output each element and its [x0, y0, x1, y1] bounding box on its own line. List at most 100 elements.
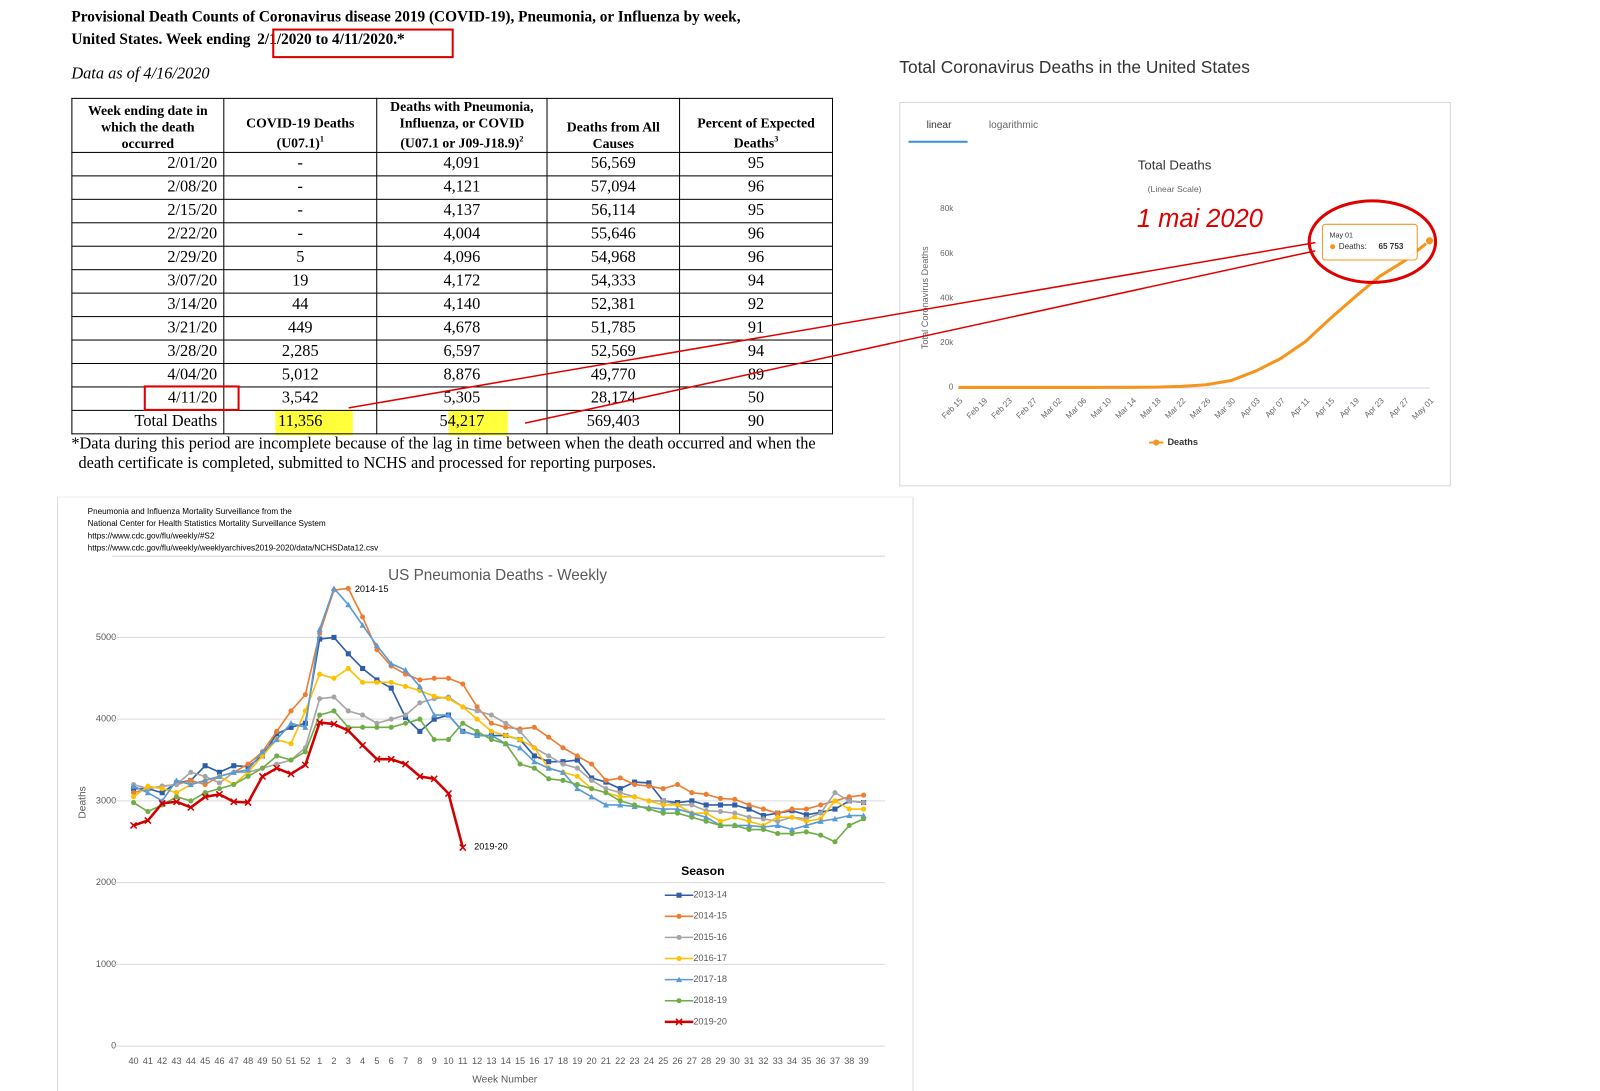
- marker: [158, 799, 166, 807]
- marker: [617, 798, 623, 804]
- table-cell: 8,876: [376, 362, 548, 387]
- x-tick-label: 41: [143, 1056, 153, 1066]
- marker: [216, 773, 223, 779]
- marker: [803, 806, 809, 812]
- marker: [431, 737, 437, 743]
- marker: [760, 826, 766, 833]
- marker: [503, 724, 509, 730]
- marker: [444, 789, 453, 798]
- red-arrow: [524, 250, 1316, 424]
- marker: [360, 724, 366, 730]
- x-tick-label: 40: [128, 1056, 138, 1066]
- chart-subtitle: (Linear Scale): [1148, 184, 1202, 194]
- marker: [646, 783, 652, 789]
- death-table: Week ending date in which the death occu…: [71, 97, 834, 434]
- marker: [474, 704, 480, 710]
- marker: [274, 753, 280, 759]
- table-cell: 4,121: [376, 174, 548, 200]
- header-row: Week ending date in which the death occu…: [71, 97, 834, 153]
- table-cell: 3/14/20: [71, 292, 225, 317]
- marker: [517, 728, 523, 734]
- title-dates: 2/1/2020 to 4/11/2020.*: [257, 31, 405, 48]
- marker: [417, 677, 423, 683]
- x-tick-label: 45: [200, 1056, 210, 1066]
- marker: [417, 700, 423, 706]
- marker: [274, 761, 280, 767]
- source-line: https://www.cdc.gov/flu/weekly/#S2: [88, 531, 215, 540]
- y-tick-label: 0: [111, 1041, 116, 1051]
- marker: [617, 794, 623, 800]
- marker: [832, 798, 838, 804]
- marker: [402, 667, 409, 673]
- marker: [374, 724, 380, 730]
- marker: [676, 913, 682, 919]
- marker: [345, 601, 352, 608]
- marker: [861, 799, 867, 806]
- marker: [202, 763, 208, 769]
- table-cell: 11,356: [223, 409, 378, 434]
- marker: [803, 822, 810, 828]
- marker: [545, 765, 552, 771]
- marker: [360, 679, 366, 685]
- x-tick-label: 44: [186, 1056, 196, 1066]
- y-tick-label: 5000: [96, 632, 116, 642]
- marker: [817, 818, 824, 824]
- table-cell: 569,403: [546, 409, 681, 434]
- marker: [717, 808, 724, 815]
- marker: [402, 720, 409, 726]
- marker: [517, 737, 523, 743]
- marker: [617, 786, 623, 792]
- table-cell: 96: [679, 174, 834, 200]
- marker: [746, 818, 752, 824]
- marker: [145, 783, 151, 789]
- marker: [546, 759, 552, 765]
- marker: [818, 810, 824, 816]
- marker: [846, 798, 852, 804]
- marker: [216, 769, 223, 775]
- marker: [760, 813, 766, 819]
- marker: [717, 818, 724, 824]
- marker: [574, 753, 580, 759]
- marker: [717, 802, 724, 808]
- marker: [331, 675, 337, 681]
- marker: [689, 802, 695, 808]
- marker: [531, 765, 537, 771]
- footnote: death certificate is completed, submitte…: [78, 454, 657, 473]
- x-tick-label: 26: [672, 1056, 682, 1066]
- marker: [317, 696, 323, 702]
- marker: [674, 806, 681, 812]
- table-cell: 55,646: [546, 221, 681, 247]
- marker: [302, 692, 308, 698]
- x-tick-label: 49: [257, 1056, 267, 1066]
- marker: [302, 749, 308, 755]
- marker: [746, 802, 752, 808]
- table-cell: 3/21/20: [71, 315, 225, 341]
- table-cell: -: [223, 151, 378, 176]
- table-row: 2/08/20-4,121 57,094 96: [71, 174, 834, 200]
- marker: [846, 806, 852, 812]
- marker: [560, 745, 566, 751]
- marker: [345, 651, 351, 657]
- marker: [416, 772, 424, 780]
- x-tick-label: 20: [587, 1056, 597, 1066]
- marker: [560, 777, 566, 784]
- marker: [774, 822, 781, 828]
- marker: [215, 790, 224, 798]
- marker: [632, 781, 638, 788]
- legend-label: 2015-16: [693, 932, 727, 942]
- annotation: 1 mai 2020: [1137, 205, 1263, 233]
- marker: [531, 724, 537, 730]
- x-tick-label: 6: [389, 1056, 394, 1066]
- marker: [660, 810, 666, 816]
- marker: [330, 585, 338, 591]
- marker: [617, 790, 623, 796]
- marker: [818, 832, 824, 838]
- x-tick-label: 30: [730, 1056, 740, 1066]
- marker: [259, 765, 265, 771]
- legend-title: Season: [681, 864, 724, 878]
- header-text: Deaths from All Causes: [566, 118, 660, 151]
- header-cell: Percent of Expected Deaths3: [679, 97, 834, 153]
- marker: [474, 728, 480, 734]
- tooltip-label: Deaths:: [1339, 242, 1367, 251]
- table-cell: 57,094: [546, 174, 681, 200]
